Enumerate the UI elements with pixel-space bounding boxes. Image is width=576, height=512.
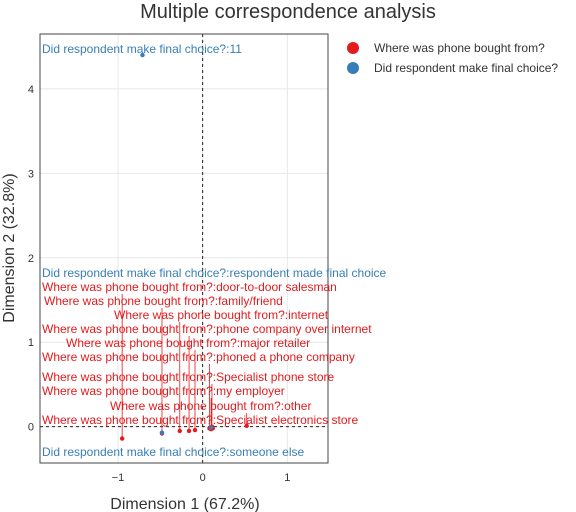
point-labels: Where was phone bought from?:door-to-doo…	[42, 42, 387, 459]
data-point	[140, 52, 145, 58]
point-label: Where was phone bought from?:major retai…	[66, 336, 310, 350]
point-label: Did respondent make final choice?:11	[42, 42, 242, 56]
data-point	[244, 423, 249, 429]
label-leader-lines	[121, 294, 248, 439]
point-label: Where was phone bought from?:family/frie…	[44, 294, 283, 308]
point-label: Where was phone bought from?:internet	[114, 308, 329, 322]
legend: Where was phone bought from? Did responde…	[347, 41, 558, 75]
point-label: Did respondent make final choice?:someon…	[42, 445, 304, 459]
data-point	[208, 425, 214, 430]
data-point	[159, 430, 165, 435]
x-tick-label: −1	[112, 472, 125, 484]
y-tick-label: 4	[28, 84, 34, 96]
data-point	[186, 428, 192, 434]
y-tick-label: 3	[28, 168, 34, 180]
legend-label: Where was phone bought from?	[374, 41, 545, 55]
legend-label: Did respondent make final choice?	[374, 61, 558, 75]
data-point	[192, 427, 198, 433]
x-axis-ticks: −1 0 1	[112, 472, 291, 484]
legend-marker	[347, 42, 359, 54]
point-label: Where was phone bought from?:phone compa…	[42, 322, 372, 336]
reference-lines	[40, 34, 328, 463]
point-label: Where was phone bought from?:my employer	[42, 384, 285, 398]
point-label: Where was phone bought from?:Specialist …	[42, 370, 334, 384]
data-point	[119, 436, 125, 441]
point-label: Where was phone bought from?:other	[110, 399, 311, 413]
x-axis-title: Dimension 1 (67.2%)	[110, 496, 259, 512]
y-tick-label: 0	[28, 422, 34, 434]
point-label: Where was phone bought from?:door-to-doo…	[42, 280, 337, 294]
x-tick-label: 0	[200, 472, 206, 484]
chart-title: Multiple correspondence analysis	[140, 1, 436, 23]
point-label: Where was phone bought from?:Specialist …	[42, 413, 358, 427]
legend-marker	[347, 62, 359, 74]
y-axis-ticks: 0 1 2 3 4	[28, 84, 34, 434]
plot-frame	[39, 33, 329, 464]
point-label: Did respondent make final choice?:respon…	[42, 266, 387, 280]
data-point	[177, 428, 182, 434]
data-points	[119, 52, 249, 441]
x-tick-label: 1	[284, 472, 290, 484]
y-tick-label: 2	[28, 253, 34, 265]
point-label: Where was phone bought from?:phoned a ph…	[42, 350, 355, 364]
y-tick-label: 1	[28, 337, 34, 349]
y-axis-title: Dimension 2 (32.8%)	[1, 173, 18, 322]
